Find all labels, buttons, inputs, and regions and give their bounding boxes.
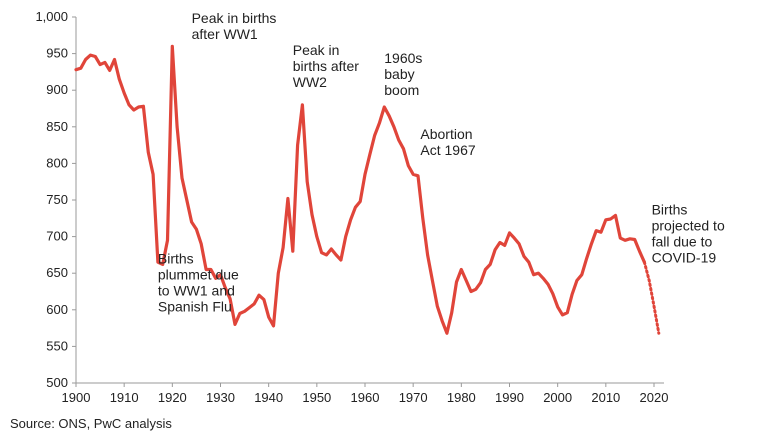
annotation-label: Peak in births after WW2: [293, 42, 359, 90]
projection-line: [642, 260, 661, 335]
annotation-line: projected to: [652, 218, 725, 234]
x-tick-label: 1910: [110, 390, 139, 405]
annotation-line: baby: [384, 66, 414, 82]
annotation-line: WW2: [293, 74, 327, 90]
y-tick-label: 600: [46, 302, 68, 317]
x-tick-label: 1970: [399, 390, 428, 405]
annotation-label: Births plummet due to WW1 and Spanish Flu: [158, 251, 239, 315]
x-tick-label: 2020: [640, 390, 669, 405]
x-tick-label: 1980: [447, 390, 476, 405]
annotation-line: 1960s: [384, 50, 422, 66]
annotations: Peak in births after WW1 Peak in births aft…: [158, 10, 725, 315]
y-tick-label: 500: [46, 375, 68, 390]
annotation-line: Births: [158, 251, 194, 267]
source-note: Source: ONS, PwC analysis: [10, 416, 172, 431]
x-tick-labels: 1900 1910 1920 1930 1940 1950 1960 1970 1980 1990…: [62, 383, 669, 405]
x-tick-label: 2000: [543, 390, 572, 405]
series-layer: [74, 44, 661, 335]
annotation-line: after WW1: [192, 26, 258, 42]
annotation-line: fall due to: [652, 234, 713, 250]
annotation-line: births after: [293, 58, 359, 74]
annotation-line: plummet due: [158, 267, 239, 283]
annotation-line: Act 1967: [420, 142, 475, 158]
y-tick-label: 900: [46, 82, 68, 97]
x-tick-label: 2010: [591, 390, 620, 405]
x-tick-label: 1950: [302, 390, 331, 405]
annotation-label: Peak in births after WW1: [192, 10, 277, 42]
y-tick-label: 1,000: [35, 9, 68, 24]
y-tick-label: 650: [46, 265, 68, 280]
annotation-label: Abortion Act 1967: [420, 126, 475, 158]
annotation-line: to WW1 and: [158, 283, 235, 299]
annotation-line: Peak in: [293, 42, 340, 58]
annotation-line: Abortion: [420, 126, 472, 142]
annotation-label: 1960s baby boom: [384, 50, 422, 98]
annotation-line: COVID-19: [652, 250, 717, 266]
y-tick-label: 750: [46, 192, 68, 207]
y-tick-label: 850: [46, 119, 68, 134]
annotation-line: Births: [652, 202, 688, 218]
annotation-label: Births projected to fall due to COVID-19: [652, 202, 725, 266]
axes: [75, 17, 664, 384]
y-tick-label: 550: [46, 338, 68, 353]
annotation-line: Spanish Flu: [158, 299, 232, 315]
x-tick-label: 1990: [495, 390, 524, 405]
y-tick-label: 950: [46, 46, 68, 61]
x-tick-label: 1960: [351, 390, 380, 405]
x-tick-label: 1920: [158, 390, 187, 405]
x-tick-label: 1930: [206, 390, 235, 405]
y-tick-labels: 500 550 600 650 700 750 800 850 900 950 1,000: [35, 9, 76, 390]
births-line: [74, 44, 646, 335]
y-tick-label: 800: [46, 155, 68, 170]
y-tick-label: 700: [46, 229, 68, 244]
annotation-line: Peak in births: [192, 10, 277, 26]
x-tick-label: 1900: [62, 390, 91, 405]
annotation-line: boom: [384, 82, 419, 98]
x-tick-label: 1940: [254, 390, 283, 405]
